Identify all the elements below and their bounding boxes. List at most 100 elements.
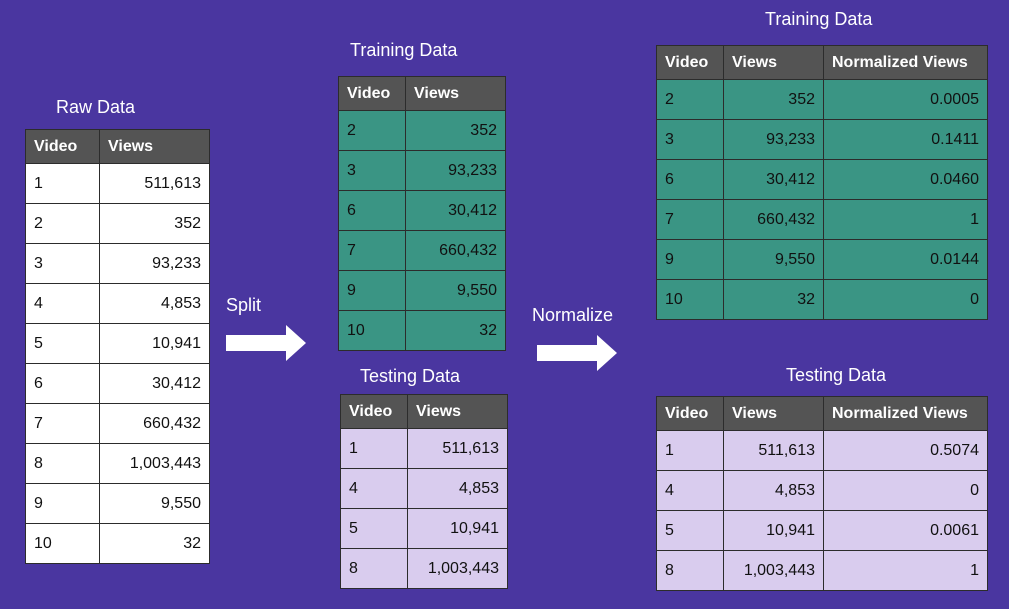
table-cell: 5 [340, 508, 408, 549]
table-cell: 352 [99, 203, 210, 244]
column-header: Video [25, 129, 100, 164]
header-row: Video Views [25, 129, 210, 164]
table-cell: 10 [338, 310, 406, 351]
table-cell: 1 [823, 550, 988, 591]
table-cell: 0.0005 [823, 79, 988, 120]
table-cell: 0.0460 [823, 159, 988, 200]
split-training-table: Video Views 2 352 3 93,233 6 30,412 7 660,432 9 9,5… [338, 76, 506, 351]
table-cell: 9 [656, 239, 724, 280]
column-header: Video [656, 45, 724, 80]
table-cell: 9,550 [405, 270, 506, 311]
table-cell: 5 [25, 323, 100, 364]
table-cell: 1,003,443 [99, 443, 210, 484]
table-cell: 4,853 [723, 470, 824, 511]
split-label: Split [226, 295, 262, 315]
table-cell: 0.1411 [823, 119, 988, 160]
table-cell: 352 [723, 79, 824, 120]
table-row: 9 9,550 [338, 270, 506, 311]
table-row: 6 30,412 0.0460 [656, 159, 988, 200]
table-cell: 0 [823, 470, 988, 511]
raw-data-title: Raw Data [56, 97, 136, 117]
header-row: Video Views [340, 394, 508, 429]
table-cell: 1 [340, 428, 408, 469]
normalize-label: Normalize [532, 305, 614, 325]
table-row: 7 660,432 [338, 230, 506, 271]
table-row: 8 1,003,443 [340, 548, 508, 589]
normalized-training-table: Video Views Normalized Views 2 352 0.0005 3 93,… [656, 45, 988, 320]
table-cell: 1,003,443 [407, 548, 508, 589]
table-cell: 8 [25, 443, 100, 484]
table-cell: 9 [25, 483, 100, 524]
table-cell: 4 [340, 468, 408, 509]
table-cell: 1,003,443 [723, 550, 824, 591]
table-cell: 30,412 [405, 190, 506, 231]
table-cell: 4,853 [407, 468, 508, 509]
table-cell: 2 [338, 110, 406, 151]
table-row: 6 30,412 [25, 363, 210, 404]
table-cell: 0 [823, 279, 988, 320]
table-cell: 8 [340, 548, 408, 589]
normalized-testing-table: Video Views Normalized Views 1 511,613 0.5074… [656, 396, 988, 591]
table-row: 2 352 [25, 203, 210, 244]
table-cell: 660,432 [405, 230, 506, 271]
table-cell: 3 [656, 119, 724, 160]
table-row: 4 4,853 [25, 283, 210, 324]
table-cell: 7 [25, 403, 100, 444]
table-row: 1 511,613 0.5074 [656, 430, 988, 471]
column-header: Views [407, 394, 508, 429]
header-row: Video Views [338, 76, 506, 111]
normalized-testing-title: Testing Data [786, 365, 887, 385]
table-cell: 9,550 [99, 483, 210, 524]
table-cell: 93,233 [405, 150, 506, 191]
table-cell: 2 [25, 203, 100, 244]
table-row: 6 30,412 [338, 190, 506, 231]
table-cell: 10,941 [407, 508, 508, 549]
table-cell: 32 [723, 279, 824, 320]
table-cell: 660,432 [723, 199, 824, 240]
table-cell: 10,941 [723, 510, 824, 551]
table-cell: 7 [338, 230, 406, 271]
column-header: Video [656, 396, 724, 431]
table-cell: 32 [99, 523, 210, 564]
table-cell: 1 [25, 163, 100, 204]
table-cell: 30,412 [723, 159, 824, 200]
table-row: 2 352 [338, 110, 506, 151]
table-row: 5 10,941 [340, 508, 508, 549]
table-row: 10 32 [25, 523, 210, 564]
split-testing-title: Testing Data [360, 366, 461, 386]
table-row: 9 9,550 0.0144 [656, 239, 988, 280]
raw-data-table: Video Views 1 511,613 2 352 3 93,233 4 4,853 5 10,9… [25, 129, 210, 564]
table-row: 4 4,853 0 [656, 470, 988, 511]
table-cell: 32 [405, 310, 506, 351]
header-row: Video Views Normalized Views [656, 45, 988, 80]
table-cell: 3 [338, 150, 406, 191]
table-cell: 4 [656, 470, 724, 511]
table-row: 5 10,941 [25, 323, 210, 364]
table-row: 7 660,432 1 [656, 199, 988, 240]
table-cell: 1 [656, 430, 724, 471]
table-cell: 2 [656, 79, 724, 120]
table-cell: 10,941 [99, 323, 210, 364]
table-row: 4 4,853 [340, 468, 508, 509]
column-header: Video [338, 76, 406, 111]
table-cell: 352 [405, 110, 506, 151]
table-cell: 6 [338, 190, 406, 231]
split-testing-table: Video Views 1 511,613 4 4,853 5 10,941 8 1,003,44… [340, 394, 508, 589]
table-row: 9 9,550 [25, 483, 210, 524]
column-header: Video [340, 394, 408, 429]
table-cell: 9 [338, 270, 406, 311]
table-cell: 660,432 [99, 403, 210, 444]
table-row: 10 32 [338, 310, 506, 351]
header-row: Video Views Normalized Views [656, 396, 988, 431]
table-cell: 4,853 [99, 283, 210, 324]
table-row: 5 10,941 0.0061 [656, 510, 988, 551]
table-cell: 6 [656, 159, 724, 200]
table-cell: 511,613 [407, 428, 508, 469]
table-cell: 511,613 [723, 430, 824, 471]
table-cell: 93,233 [99, 243, 210, 284]
table-cell: 9,550 [723, 239, 824, 280]
column-header: Views [723, 45, 824, 80]
table-cell: 6 [25, 363, 100, 404]
normalized-training-title: Training Data [765, 9, 873, 29]
table-cell: 93,233 [723, 119, 824, 160]
